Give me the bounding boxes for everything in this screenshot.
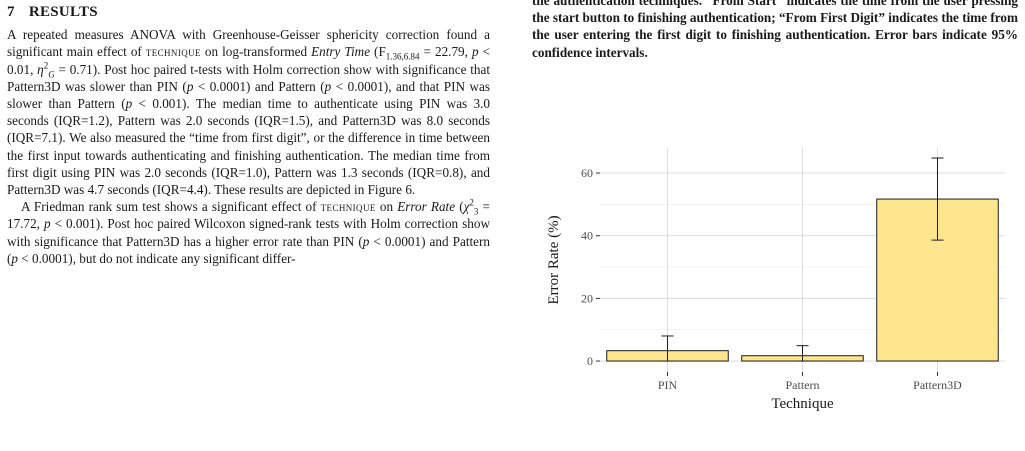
chart-error-bars: [661, 157, 944, 362]
text-run: < 0.0001), but do not indicate any signi…: [18, 250, 296, 266]
text-run: A repeated measures ANOVA with Greenhous…: [7, 27, 490, 60]
text-run: p: [43, 216, 51, 232]
y-tick-label: 0: [587, 354, 593, 368]
y-tick-label: 40: [581, 229, 593, 243]
text-run: on: [375, 199, 398, 215]
text-run: 1.36,6.84: [385, 52, 420, 63]
text-run: < 0.0001), and that PIN was slower than …: [7, 78, 491, 112]
text-run: G: [48, 69, 55, 80]
text-run: 2: [469, 197, 474, 208]
y-axis-label: Error Rate (%): [546, 215, 562, 304]
text-run: on log-transformed: [200, 44, 312, 60]
text-run: p: [471, 44, 479, 60]
chart-ticks: 0 20 40 60 PIN Pattern Pattern3D: [581, 166, 962, 392]
text-run: = 0.71). Post hoc paired t-tests with Ho…: [7, 61, 490, 94]
text-run: χ: [463, 199, 470, 215]
text-run: technique: [145, 44, 201, 60]
text-run: 3: [473, 206, 479, 217]
text-run: η: [37, 61, 44, 77]
text-run: technique: [320, 199, 376, 215]
x-tick-label: PIN: [658, 378, 678, 392]
x-tick-label: Pattern: [786, 378, 820, 392]
text-run: Entry Time: [311, 44, 371, 60]
text-run: < 0.001). The median time to authenticat…: [7, 96, 490, 198]
text-run: p: [186, 78, 194, 94]
text-run: (: [455, 199, 464, 215]
y-tick-label: 60: [581, 166, 593, 180]
text-run: p: [125, 96, 133, 112]
text-run: p: [324, 78, 332, 94]
right-column: the authentication techniques. “From Sta…: [532, 0, 1018, 412]
y-tick-label: 20: [581, 291, 593, 305]
text-run: p: [362, 233, 370, 249]
body-paragraph: A repeated measures ANOVA with Greenhous…: [7, 26, 490, 198]
section-heading: 7 RESULTS: [7, 4, 490, 21]
x-axis-label: Technique: [771, 396, 834, 412]
text-run: < 0.0001) and Pattern (: [193, 78, 325, 94]
text-run: < 0.01,: [7, 44, 491, 77]
text-run: 2: [43, 60, 49, 71]
text-run: = 22.79,: [419, 44, 472, 60]
left-column: 7 RESULTS A repeated measures ANOVA with …: [7, 0, 490, 267]
text-run: p: [11, 250, 18, 266]
error-rate-chart: 0 20 40 60 PIN Pattern Pattern3D Error Rate (%…: [546, 148, 1005, 412]
body-paragraph: A Friedman rank sum test shows a signifi…: [7, 198, 490, 267]
text-run: < 0.0001) and Pattern (: [7, 233, 490, 266]
text-run: < 0.001). Post hoc paired Wilcoxon signe…: [7, 216, 490, 249]
text-run: (F: [370, 44, 386, 60]
text-run: = 17.72,: [7, 199, 490, 232]
section-title: RESULTS: [28, 4, 98, 20]
text-run: A Friedman rank sum test shows a signifi…: [21, 199, 321, 215]
figure-caption: the authentication techniques. “From Sta…: [532, 0, 1018, 60]
section-number: 7: [7, 4, 15, 20]
text-run: Error Rate: [397, 199, 456, 215]
x-tick-label: Pattern3D: [913, 378, 962, 392]
